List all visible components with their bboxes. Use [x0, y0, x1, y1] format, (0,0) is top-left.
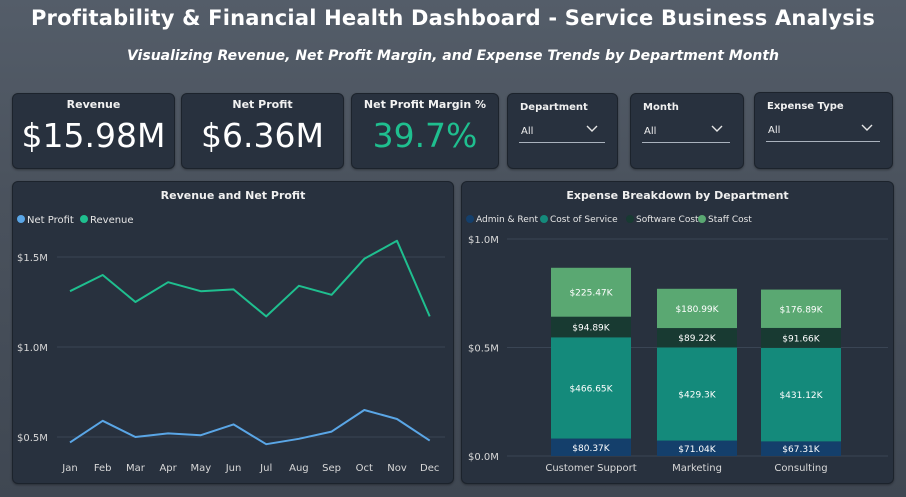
- expense-type-slicer[interactable]: Expense Type All: [754, 92, 893, 169]
- x-tick-label: Marketing: [672, 463, 722, 474]
- bar-segment: [761, 347, 841, 442]
- x-tick-label: Sep: [322, 463, 341, 474]
- y-tick-label: $1.0M: [468, 235, 499, 246]
- x-tick-label: Mar: [126, 463, 146, 474]
- department-slicer[interactable]: Department All: [507, 93, 618, 169]
- bar-segment: [657, 440, 737, 456]
- y-tick-label: $1.5M: [17, 253, 48, 264]
- bar-segment: [657, 328, 737, 348]
- bar-data-label: $80.37K: [572, 444, 610, 454]
- x-tick-label: Oct: [356, 463, 373, 474]
- x-tick-label: Dec: [420, 463, 439, 474]
- expense-type-slicer-label: Expense Type: [767, 101, 844, 112]
- bar-chart-svg: Admin & Rent Cost of Service Software Cost…: [466, 215, 888, 474]
- bar-segment: [761, 289, 841, 328]
- chevron-down-icon: [861, 124, 873, 131]
- kpi-net-profit-label: Net Profit: [232, 98, 293, 111]
- kpi-margin-value: 39.7%: [372, 116, 478, 155]
- bar-data-label: $431.12K: [779, 391, 823, 401]
- kpi-revenue-value: $15.98M: [21, 116, 166, 155]
- kpi-margin-card[interactable]: Net Profit Margin % 39.7%: [351, 93, 499, 169]
- bar-segment: [761, 327, 841, 348]
- bar-chart-title: Expense Breakdown by Department: [566, 189, 789, 202]
- kpi-revenue-card[interactable]: Revenue $15.98M: [12, 93, 175, 169]
- legend-marker-1: [80, 215, 88, 223]
- legend-label-0: Admin & Rent: [476, 215, 539, 225]
- month-slicer-label: Month: [643, 102, 679, 113]
- bar-data-label: $91.66K: [782, 334, 820, 344]
- bar-segment: [551, 267, 631, 317]
- x-tick-label: Jul: [259, 463, 272, 474]
- bar-data-label: $429.3K: [678, 391, 716, 401]
- expense-breakdown-chart[interactable]: Expense Breakdown by Department Admin & …: [461, 181, 894, 484]
- bar-data-label: $225.47K: [569, 289, 613, 299]
- x-tick-label: Nov: [387, 463, 407, 474]
- net-profit-line: [69, 409, 431, 446]
- kpi-revenue-label: Revenue: [66, 98, 121, 111]
- legend-label-3: Staff Cost: [708, 215, 752, 225]
- chevron-down-icon: [711, 125, 723, 132]
- line-chart-title: Revenue and Net Profit: [160, 189, 306, 202]
- bar-segment: [551, 438, 631, 456]
- expense-type-selected-value: All: [768, 125, 781, 136]
- bar-segment: [657, 347, 737, 441]
- x-tick-label: Aug: [289, 463, 309, 474]
- kpi-net-profit-value: $6.36M: [201, 116, 324, 155]
- legend-marker-0: [466, 215, 474, 223]
- line-chart-svg: Net Profit Revenue $1.5M $1.0M $0.5M Jan Feb Ma…: [17, 215, 445, 474]
- x-tick-label: Apr: [159, 463, 177, 474]
- y-tick-label: $0.5M: [17, 433, 48, 444]
- kpi-net-profit-card[interactable]: Net Profit $6.36M: [181, 93, 344, 169]
- bar-data-label: $89.22K: [678, 334, 716, 344]
- revenue-line: [69, 239, 431, 318]
- y-tick-label: $0.0M: [468, 452, 499, 463]
- y-tick-label: $1.0M: [17, 343, 48, 354]
- expense-type-dropdown[interactable]: All: [766, 119, 880, 142]
- bar-segment: [761, 441, 841, 456]
- bar-data-label: $176.89K: [779, 305, 823, 315]
- bar-segment: [551, 316, 631, 338]
- month-dropdown[interactable]: All: [642, 120, 730, 143]
- x-tick-label: Customer Support: [545, 463, 636, 474]
- chevron-down-icon: [586, 125, 598, 132]
- bar-segment: [551, 337, 631, 439]
- revenue-net-profit-chart[interactable]: Revenue and Net Profit Net Profit Revenue…: [12, 181, 454, 484]
- legend-marker-0: [17, 215, 25, 223]
- legend-label-1: Cost of Service: [550, 215, 618, 225]
- legend-marker-2: [626, 215, 634, 223]
- department-slicer-label: Department: [520, 102, 588, 113]
- x-tick-label: Feb: [94, 463, 112, 474]
- x-tick-label: Jan: [61, 463, 77, 474]
- bar-segment: [657, 288, 737, 329]
- x-tick-label: Consulting: [774, 463, 827, 474]
- legend-marker-3: [698, 215, 706, 223]
- x-tick-label: May: [190, 463, 211, 474]
- page-subtitle: Visualizing Revenue, Net Profit Margin, …: [126, 48, 780, 64]
- y-tick-label: $0.5M: [468, 344, 499, 355]
- bar-data-label: $71.04K: [678, 445, 716, 455]
- legend-marker-1: [540, 215, 548, 223]
- x-tick-label: Jun: [225, 463, 242, 474]
- kpi-margin-label: Net Profit Margin %: [363, 98, 487, 111]
- bar-data-label: $67.31K: [782, 445, 820, 455]
- month-slicer[interactable]: Month All: [630, 93, 744, 169]
- bar-data-label: $466.65K: [569, 384, 613, 394]
- department-dropdown[interactable]: All: [519, 120, 605, 143]
- legend-label-2: Software Cost: [636, 215, 699, 225]
- department-selected-value: All: [521, 126, 534, 137]
- bar-data-label: $94.89K: [572, 324, 610, 334]
- legend-label-1: Revenue: [90, 215, 134, 226]
- legend-label-0: Net Profit: [27, 215, 74, 226]
- page-title: Profitability & Financial Health Dashboa…: [30, 6, 876, 30]
- month-selected-value: All: [644, 126, 657, 137]
- bar-data-label: $180.99K: [675, 305, 719, 315]
